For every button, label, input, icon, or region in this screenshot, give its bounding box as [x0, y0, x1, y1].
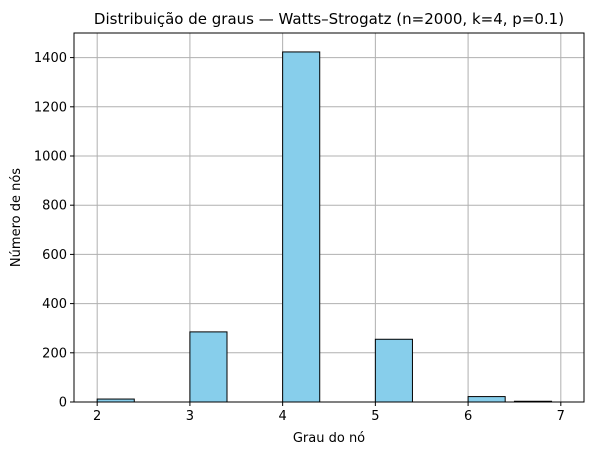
x-tick-label: 6	[464, 409, 472, 424]
y-tick-label: 1400	[34, 51, 67, 66]
x-tick-label: 5	[371, 409, 379, 424]
histogram-bar	[189, 331, 228, 403]
y-tick-label: 1200	[34, 100, 67, 115]
x-tick-label: 3	[186, 409, 194, 424]
bars	[96, 51, 553, 403]
y-axis-ticks: 0 200 400 600 800 1000 1200 1400	[34, 51, 74, 411]
histogram-bar	[467, 396, 506, 403]
y-tick-label: 600	[42, 248, 67, 263]
y-tick-label: 400	[42, 297, 67, 312]
histogram-bar	[282, 51, 321, 403]
y-tick-label: 200	[42, 346, 67, 361]
x-tick-label: 4	[278, 409, 286, 424]
histogram-bar	[374, 338, 413, 403]
y-tick-label: 0	[59, 396, 67, 411]
y-tick-label: 1000	[34, 150, 67, 165]
x-tick-label: 7	[557, 409, 565, 424]
grid	[74, 33, 584, 403]
x-tick-label: 2	[93, 409, 101, 424]
chart-title: Distribuição de graus — Watts–Strogatz (…	[94, 10, 564, 28]
x-axis-ticks: 2 3 4 5 6 7	[93, 402, 565, 424]
x-axis-label: Grau do nó	[293, 431, 365, 446]
y-axis-label: Número de nós	[9, 168, 24, 267]
plot-frame	[73, 32, 585, 403]
y-tick-label: 800	[42, 199, 67, 214]
